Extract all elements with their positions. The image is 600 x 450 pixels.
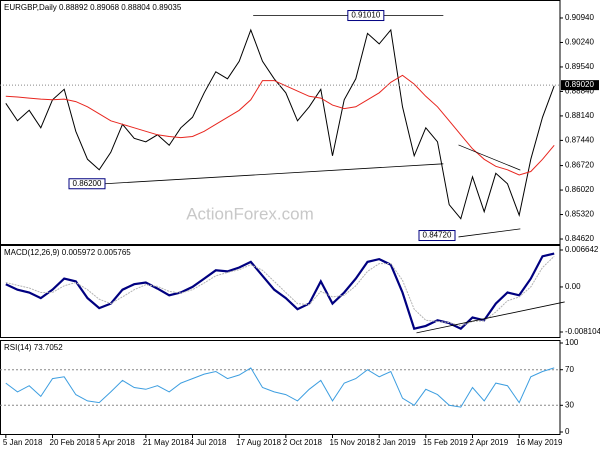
x-tick-label: 5 Jan 2018 (3, 438, 43, 447)
macd-panel (0, 245, 561, 338)
series-line (5, 255, 555, 327)
rsi-panel (0, 340, 561, 435)
macd-title: MACD(12,26,9) 0.005972 0.005765 (4, 248, 131, 257)
x-tick-label: 2 Oct 2018 (283, 438, 323, 447)
x-tick-label: 15 Nov 2018 (330, 438, 376, 447)
series-line (5, 28, 555, 220)
price-panel (0, 0, 561, 245)
x-tick-label: 4 Jul 2018 (190, 438, 227, 447)
y-tick-label: 0.84620 (565, 234, 594, 243)
y-tick-label: 0.88140 (565, 111, 594, 120)
trendline (416, 301, 565, 334)
y-tick-label: -0.008104 (565, 327, 600, 336)
y-tick-label: 0 (565, 427, 570, 436)
x-tick-label: 2 Jan 2019 (376, 438, 416, 447)
x-tick-label: 16 May 2019 (516, 438, 563, 447)
y-tick-label: 0.86720 (565, 161, 594, 170)
price-label-box (347, 10, 385, 22)
last-price-label: 0.89020 (565, 80, 594, 89)
series-line (5, 367, 555, 408)
watermark: ActionForex.com (186, 204, 314, 223)
last-price-box (561, 80, 599, 91)
y-tick-label: 0.89540 (565, 62, 594, 71)
y-tick-label: 0.86020 (565, 185, 594, 194)
y-tick-label: 0.90940 (565, 13, 594, 22)
y-tick-label: 30 (565, 400, 574, 409)
y-tick-label: 70 (565, 365, 574, 374)
series-line (5, 74, 555, 176)
y-tick-label: 0.87440 (565, 135, 594, 144)
x-tick-label: 2 Apr 2019 (470, 438, 509, 447)
x-tick-label: 21 May 2018 (143, 438, 190, 447)
series-line (5, 252, 555, 331)
price-label-box (418, 230, 456, 242)
price-label: 0.84720 (423, 231, 452, 240)
x-tick-label: 5 Apr 2018 (96, 438, 135, 447)
trendline (458, 144, 521, 171)
y-tick-label: 100 (565, 338, 579, 347)
x-tick-label: 17 Aug 2018 (236, 438, 281, 447)
price-label: 0.86200 (73, 179, 102, 188)
chart-title: EURGBP,Daily 0.88892 0.89068 0.88804 0.8… (4, 3, 182, 12)
trendline (104, 163, 444, 185)
price-label-box (68, 178, 106, 190)
x-tick-label: 15 Feb 2019 (423, 438, 468, 447)
y-tick-label: 0.90240 (565, 38, 594, 47)
y-tick-label: 0.85320 (565, 210, 594, 219)
y-tick-label: 0.006642 (565, 245, 599, 254)
y-tick-label: 0.00 (565, 282, 581, 291)
rsi-title: RSI(14) 73.7052 (4, 343, 63, 352)
y-tick-label: 0.88840 (565, 87, 594, 96)
x-tick-label: 20 Feb 2018 (50, 438, 95, 447)
trendline (458, 228, 521, 238)
price-label: 0.91010 (351, 11, 380, 20)
